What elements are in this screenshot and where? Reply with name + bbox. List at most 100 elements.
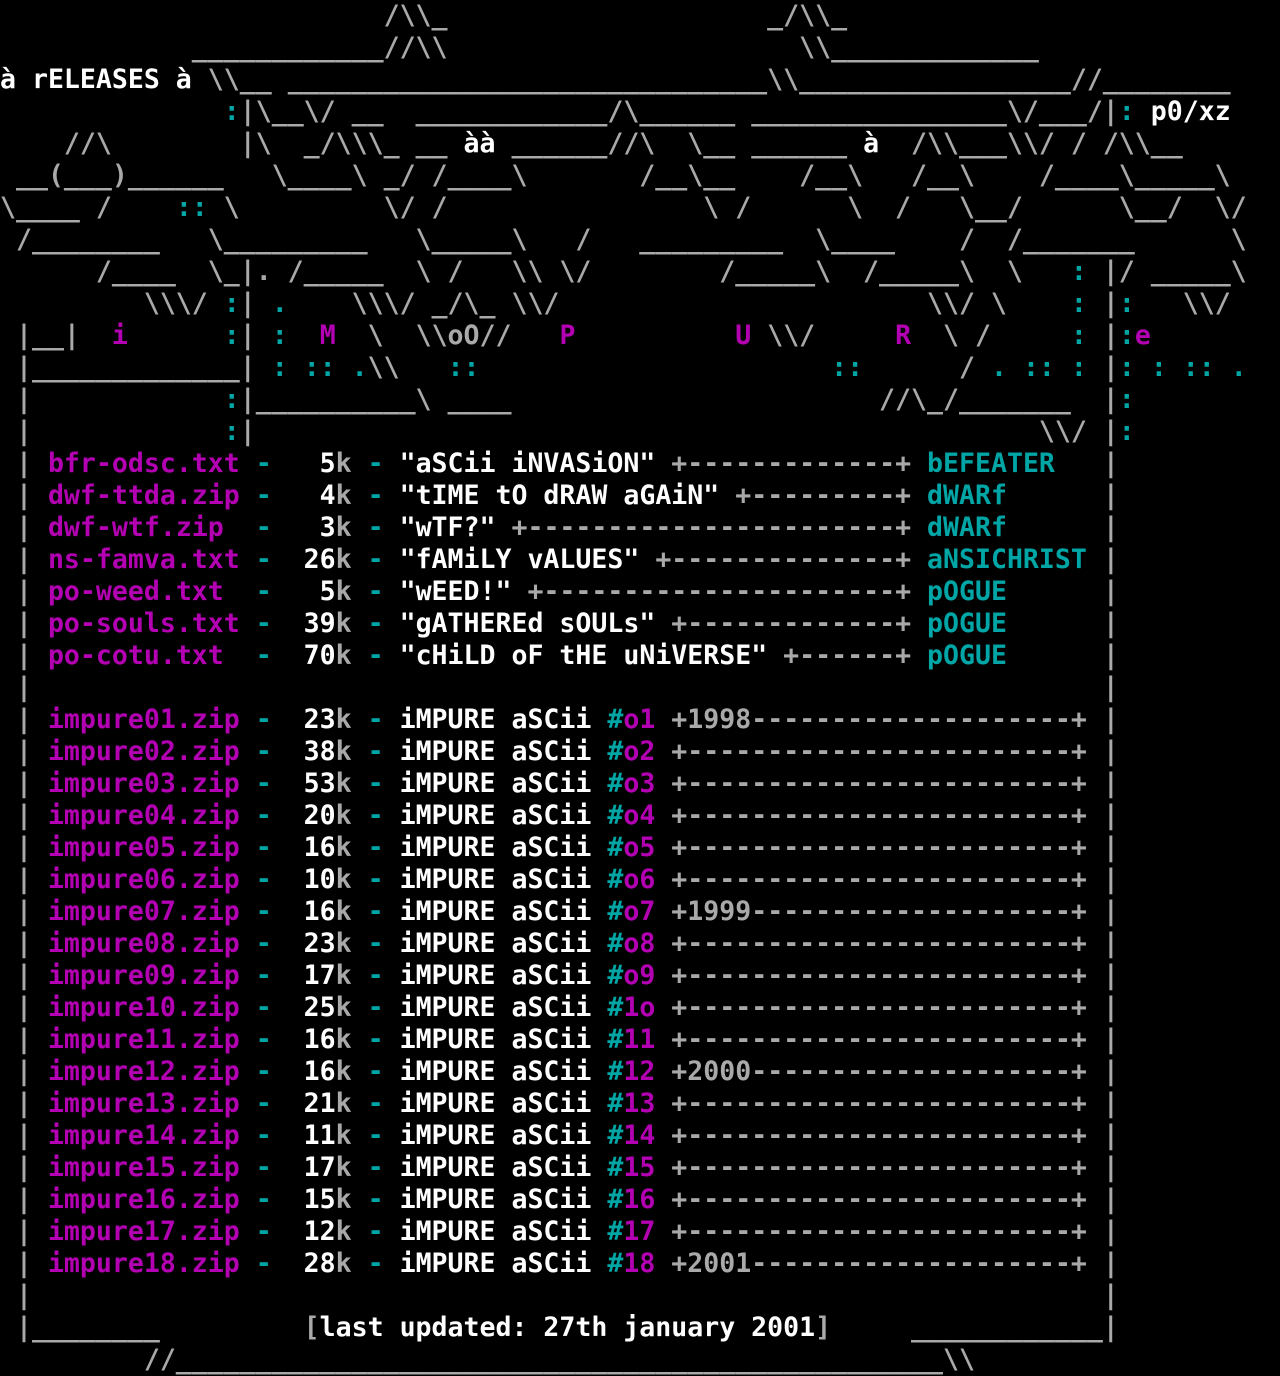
impure-row: | impure16.zip - 15k - iMPURE aSCii #16 … <box>0 1184 1280 1216</box>
issue-hash: # <box>607 800 624 831</box>
text-run: | <box>0 1152 48 1183</box>
impure-file[interactable]: impure06.zip <box>47 864 240 895</box>
text-run: |________ [ <box>0 1312 320 1343</box>
impure-file[interactable]: impure02.zip <box>47 736 240 767</box>
impure-file[interactable]: impure16.zip <box>47 1184 240 1215</box>
text-run: - <box>239 1056 272 1087</box>
series-title: iMPURE aSCii <box>399 1024 592 1055</box>
text-run: : <box>1118 416 1135 447</box>
text-run: | <box>1086 288 1119 319</box>
text-run <box>591 832 607 863</box>
series-title: iMPURE aSCii <box>399 1088 592 1119</box>
impure-file[interactable]: impure05.zip <box>47 832 240 863</box>
text-run: +-------------+ <box>655 608 928 639</box>
text-run: P <box>559 320 576 351</box>
impure-file[interactable]: impure09.zip <box>47 960 240 991</box>
text-run: k <box>335 704 352 735</box>
text-run: . <box>990 352 1007 383</box>
release-title: "fAMiLY vALUES" <box>399 544 640 575</box>
impure-file[interactable]: impure01.zip <box>47 704 240 735</box>
text-run: k <box>335 960 352 991</box>
impure-row: | impure18.zip - 28k - iMPURE aSCii #18 … <box>0 1248 1280 1280</box>
release-file[interactable]: po-weed.txt <box>47 576 240 607</box>
release-file[interactable]: dwf-wtf.zip <box>47 512 240 543</box>
impure-file[interactable]: impure08.zip <box>47 928 240 959</box>
impure-file[interactable]: impure10.zip <box>47 992 240 1023</box>
release-file[interactable]: dwf-ttda.zip <box>47 480 240 511</box>
impure-file[interactable]: impure18.zip <box>47 1248 240 1279</box>
bracket: +------------------------+ | <box>655 800 1119 831</box>
text-run: : <box>1118 288 1135 319</box>
text-run: p0/xz <box>1150 96 1231 127</box>
impure-size: 17 <box>271 1152 336 1183</box>
impure-file[interactable]: impure11.zip <box>47 1024 240 1055</box>
release-row: | po-souls.txt - 39k - "gATHEREd sOULs" … <box>0 608 1280 640</box>
series-title: iMPURE aSCii <box>399 1120 592 1151</box>
text-run: | <box>0 768 48 799</box>
bottom-art-row: //______________________________________… <box>0 1344 1280 1376</box>
release-file[interactable]: po-souls.txt <box>47 608 240 639</box>
text-run <box>591 896 607 927</box>
text-run: - <box>239 544 272 575</box>
text-run: \____ / <box>0 192 176 223</box>
text-run: | <box>1054 448 1119 479</box>
text-run: | <box>0 512 48 543</box>
text-run: +----------------------+ <box>511 576 928 607</box>
release-title: "wEED!" <box>399 576 512 607</box>
impure-row: | impure12.zip - 16k - iMPURE aSCii #12 … <box>0 1056 1280 1088</box>
release-file[interactable]: ns-famva.txt <box>47 544 240 575</box>
text-run <box>591 1120 607 1151</box>
impure-row: | impure01.zip - 23k - iMPURE aSCii #o1 … <box>0 704 1280 736</box>
artist-name: aNSICHRIST <box>927 544 1087 575</box>
spacer-row: | | <box>0 672 1280 704</box>
artist-name: pOGUE <box>927 576 1007 607</box>
impure-file[interactable]: impure12.zip <box>47 1056 240 1087</box>
text-run: - <box>239 896 272 927</box>
text-run <box>0 96 224 127</box>
text-run: :: <box>175 192 208 223</box>
issue-number: o1 <box>623 704 656 735</box>
text-run: k <box>335 864 352 895</box>
text-run: - <box>239 1216 272 1247</box>
impure-file[interactable]: impure15.zip <box>47 1152 240 1183</box>
text-run: - <box>239 448 272 479</box>
text-run: :: <box>303 352 336 383</box>
text-run: /____ \_|. /_____ \ / \\ \/ /_____\ /___… <box>0 256 1071 287</box>
issue-number: o8 <box>623 928 656 959</box>
text-run <box>591 1248 607 1279</box>
text-run: //\ |\ _/\\\_ __ <box>0 128 464 159</box>
impure-file[interactable]: impure04.zip <box>47 800 240 831</box>
text-run: : <box>223 288 240 319</box>
impure-file[interactable]: impure13.zip <box>47 1088 240 1119</box>
impure-size: 25 <box>271 992 336 1023</box>
release-title: "gATHEREd sOULs" <box>399 608 656 639</box>
text-run: - <box>351 1248 400 1279</box>
text-run: | <box>0 416 224 447</box>
text-run: - <box>351 544 400 575</box>
impure-row: | impure05.zip - 16k - iMPURE aSCii #o5 … <box>0 832 1280 864</box>
text-run: : <box>1118 320 1135 351</box>
series-title: iMPURE aSCii <box>399 704 592 735</box>
text-run: k <box>335 512 352 543</box>
text-run <box>575 320 735 351</box>
release-file[interactable]: po-cotu.txt <box>47 640 240 671</box>
text-run: - <box>239 576 272 607</box>
release-title: "tIME tO dRAW aGAiN" <box>399 480 720 511</box>
impure-size: 53 <box>271 768 336 799</box>
impure-file[interactable]: impure07.zip <box>47 896 240 927</box>
release-size: 70 <box>271 640 336 671</box>
text-run: k <box>335 1088 352 1119</box>
text-run <box>591 736 607 767</box>
text-run: | <box>0 896 48 927</box>
release-file[interactable]: bfr-odsc.txt <box>47 448 240 479</box>
text-run: | <box>0 992 48 1023</box>
text-run: - <box>239 1024 272 1055</box>
impure-row: | impure06.zip - 10k - iMPURE aSCii #o6 … <box>0 864 1280 896</box>
text-run: : <box>1150 352 1167 383</box>
impure-file[interactable]: impure03.zip <box>47 768 240 799</box>
impure-file[interactable]: impure14.zip <box>47 1120 240 1151</box>
text-run: - <box>351 576 400 607</box>
text-run: U <box>735 320 752 351</box>
text-run <box>591 1184 607 1215</box>
impure-file[interactable]: impure17.zip <box>47 1216 240 1247</box>
